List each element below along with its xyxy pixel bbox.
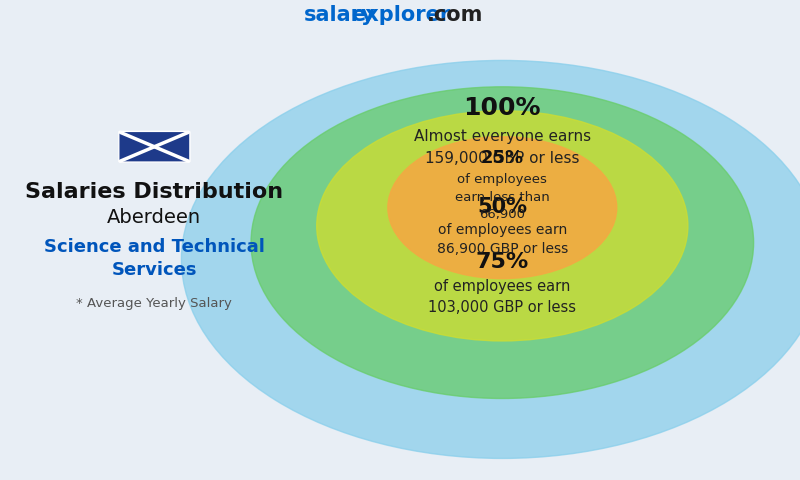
FancyBboxPatch shape xyxy=(118,132,190,162)
Text: earn less than: earn less than xyxy=(455,191,550,204)
Circle shape xyxy=(317,111,688,341)
Text: Salaries Distribution: Salaries Distribution xyxy=(26,182,283,202)
Text: 100%: 100% xyxy=(463,96,541,120)
Text: 66,900: 66,900 xyxy=(479,208,526,221)
Text: salary: salary xyxy=(303,5,375,24)
Circle shape xyxy=(182,60,800,458)
Text: of employees earn: of employees earn xyxy=(434,279,570,294)
Text: 159,000 GBP or less: 159,000 GBP or less xyxy=(425,151,579,166)
Text: 86,900 GBP or less: 86,900 GBP or less xyxy=(437,242,568,256)
Text: .com: .com xyxy=(427,5,484,24)
Text: 103,000 GBP or less: 103,000 GBP or less xyxy=(428,300,576,315)
Text: Almost everyone earns: Almost everyone earns xyxy=(414,129,591,144)
Text: 50%: 50% xyxy=(478,197,527,216)
Text: Science and Technical
Services: Science and Technical Services xyxy=(44,238,265,279)
Text: of employees: of employees xyxy=(458,173,547,186)
Circle shape xyxy=(251,87,754,398)
Text: 75%: 75% xyxy=(476,252,529,272)
Text: explorer: explorer xyxy=(351,5,450,24)
Text: Aberdeen: Aberdeen xyxy=(107,208,202,227)
Text: of employees earn: of employees earn xyxy=(438,223,567,237)
Text: 25%: 25% xyxy=(481,149,524,167)
Circle shape xyxy=(388,137,617,278)
Text: * Average Yearly Salary: * Average Yearly Salary xyxy=(77,297,232,310)
